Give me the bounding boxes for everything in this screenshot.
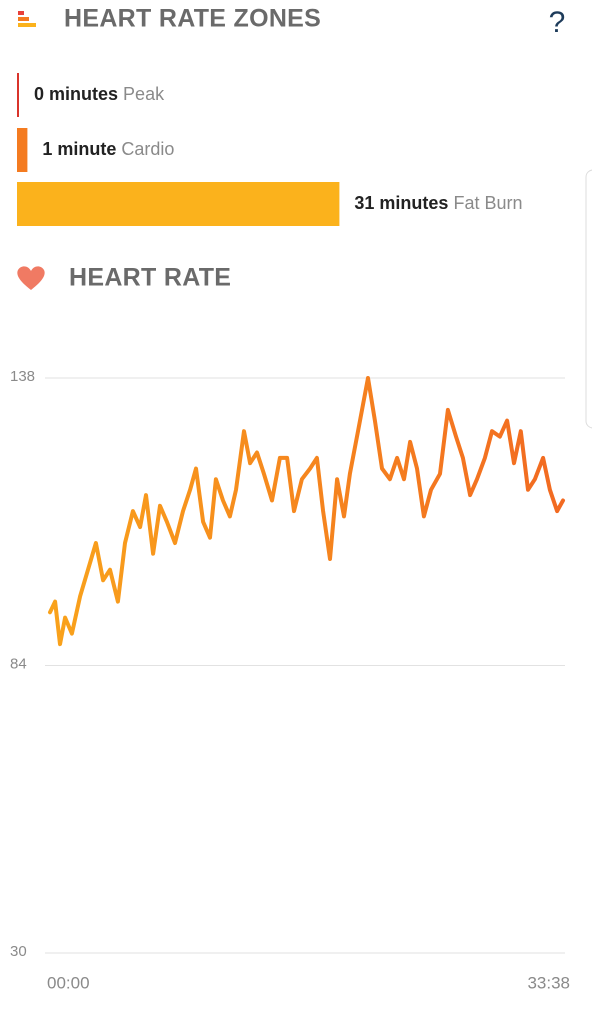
zone-bar bbox=[17, 73, 19, 117]
zones-icon bbox=[18, 11, 36, 27]
zone-label: 31 minutes Fat Burn bbox=[354, 193, 522, 213]
section-title: HEART RATE bbox=[69, 264, 231, 292]
zone-name: Peak bbox=[123, 84, 165, 104]
zone-label: 0 minutes Peak bbox=[34, 84, 165, 104]
zone-minutes: 0 minutes bbox=[34, 84, 118, 104]
zone-name: Cardio bbox=[121, 139, 174, 159]
side-handle[interactable] bbox=[585, 169, 592, 429]
help-button[interactable]: ? bbox=[549, 6, 566, 39]
zone-name: Fat Burn bbox=[453, 193, 522, 213]
zone-minutes: 1 minute bbox=[42, 139, 116, 159]
zone-bar bbox=[17, 182, 340, 226]
zone-label: 1 minute Cardio bbox=[42, 139, 174, 159]
zone-minutes: 31 minutes bbox=[354, 193, 448, 213]
x-tick-label: 33:38 bbox=[527, 973, 570, 992]
heart-icon bbox=[17, 266, 45, 290]
y-tick-label: 30 bbox=[10, 943, 27, 960]
x-tick-label: 00:00 bbox=[47, 973, 90, 992]
heart-rate-line bbox=[48, 376, 565, 647]
y-tick-label: 138 bbox=[10, 368, 35, 385]
zone-bar bbox=[17, 128, 28, 172]
y-tick-label: 84 bbox=[10, 655, 27, 672]
section-title: HEART RATE ZONES bbox=[64, 5, 321, 33]
